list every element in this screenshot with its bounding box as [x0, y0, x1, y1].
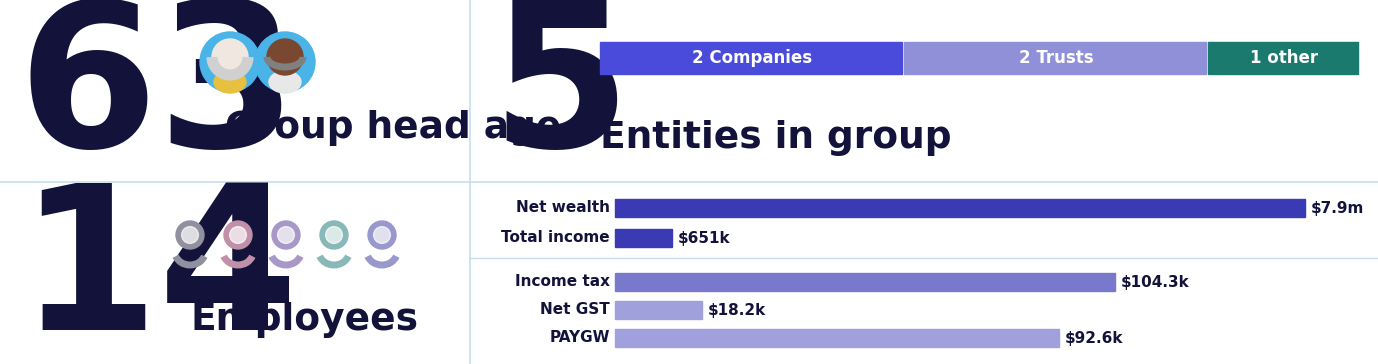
- Text: $92.6k: $92.6k: [1065, 331, 1123, 345]
- Bar: [599, 42, 903, 74]
- Bar: [904, 42, 1206, 74]
- Ellipse shape: [214, 71, 247, 93]
- Bar: [615, 273, 1115, 291]
- Text: Group head age: Group head age: [225, 110, 561, 146]
- Text: 14: 14: [18, 178, 298, 364]
- Bar: [1209, 42, 1357, 74]
- Text: 2 Trusts: 2 Trusts: [1018, 49, 1093, 67]
- Text: $651k: $651k: [678, 230, 730, 245]
- Text: $7.9m: $7.9m: [1310, 201, 1364, 215]
- Circle shape: [271, 221, 300, 249]
- Circle shape: [212, 39, 248, 75]
- Bar: [615, 199, 1305, 217]
- Circle shape: [230, 227, 247, 244]
- Text: 63: 63: [18, 0, 298, 190]
- Circle shape: [182, 227, 198, 244]
- Text: Net wealth: Net wealth: [515, 201, 610, 215]
- Text: Income tax: Income tax: [515, 274, 610, 289]
- Circle shape: [225, 221, 252, 249]
- Circle shape: [320, 221, 349, 249]
- Text: 2 Companies: 2 Companies: [692, 49, 812, 67]
- Text: Entities in group: Entities in group: [599, 120, 951, 156]
- Bar: [615, 301, 703, 319]
- Circle shape: [277, 227, 295, 244]
- Text: 5: 5: [491, 0, 630, 190]
- Circle shape: [267, 39, 303, 75]
- Bar: [615, 229, 672, 247]
- Text: Net GST: Net GST: [540, 302, 610, 317]
- Circle shape: [373, 227, 390, 244]
- Circle shape: [368, 221, 395, 249]
- Circle shape: [255, 32, 316, 92]
- Bar: [615, 329, 1058, 347]
- Text: 1 other: 1 other: [1250, 49, 1319, 67]
- Ellipse shape: [269, 71, 300, 93]
- Text: $18.2k: $18.2k: [708, 302, 766, 317]
- Circle shape: [176, 221, 204, 249]
- Text: $104.3k: $104.3k: [1120, 274, 1189, 289]
- Circle shape: [200, 32, 260, 92]
- Text: Total income: Total income: [502, 230, 610, 245]
- Text: PAYGW: PAYGW: [550, 331, 610, 345]
- Text: Employees: Employees: [190, 302, 418, 338]
- Circle shape: [325, 227, 342, 244]
